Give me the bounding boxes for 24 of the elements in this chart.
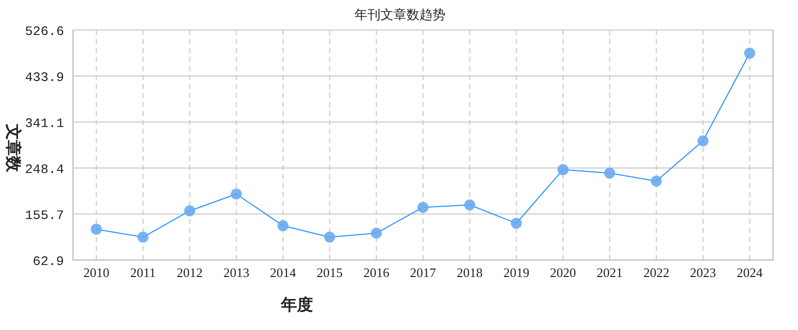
x-tick-label: 2015 [316, 265, 343, 280]
x-tick-label: 2012 [176, 265, 203, 280]
y-tick-label: 341.1 [24, 116, 64, 132]
x-tick-label: 2016 [363, 265, 390, 280]
x-axis-title: 年度 [280, 295, 313, 314]
x-tick-label: 2013 [223, 265, 250, 280]
y-tick-label: 62.9 [32, 254, 64, 269]
x-tick-label: 2017 [410, 265, 436, 280]
y-tick-label: 433.9 [24, 70, 64, 85]
x-tick-label: 2014 [270, 265, 296, 280]
y-axis-title: 文章数 [4, 123, 22, 173]
x-tick-label: 2018 [456, 265, 483, 280]
x-tick-label: 2011 [130, 265, 156, 280]
x-tick-label: 2020 [550, 265, 576, 280]
y-tick-label: 155.7 [24, 208, 64, 223]
y-tick-label: 248.4 [24, 162, 64, 177]
chart-title: 年刊文章数趋势 [354, 7, 446, 22]
x-tick-label: 2023 [690, 265, 716, 280]
x-tick-label: 2024 [736, 265, 764, 280]
x-tick-label: 2010 [83, 265, 110, 280]
y-tick-label: 526.6 [24, 24, 64, 39]
x-tick-label: 2022 [643, 265, 670, 280]
x-tick-label: 2021 [596, 265, 623, 280]
x-tick-label: 2019 [503, 265, 530, 280]
